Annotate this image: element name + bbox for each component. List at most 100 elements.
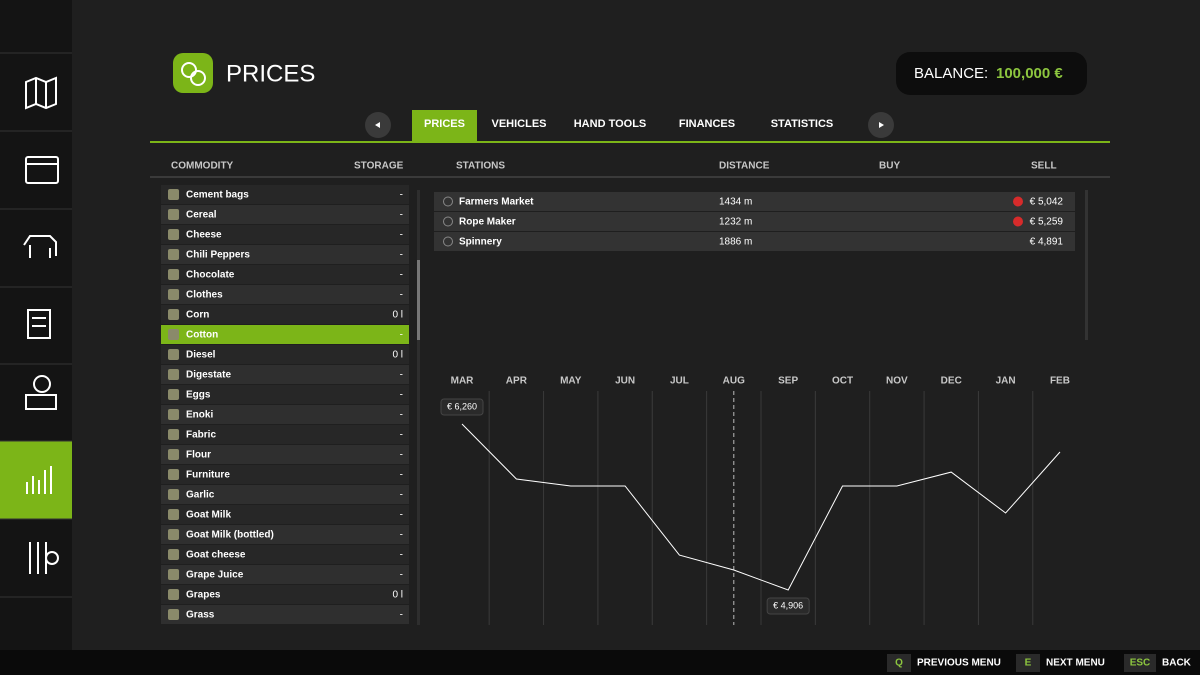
month-label: FEB [1050, 376, 1070, 387]
tab[interactable]: STATISTICS [771, 118, 834, 130]
commodity-icon [168, 369, 179, 380]
key[interactable]: Q [895, 658, 903, 669]
commodity-row[interactable] [161, 265, 409, 284]
commodity-row[interactable] [161, 385, 409, 404]
commodity-row[interactable] [161, 345, 409, 364]
station-row[interactable] [434, 212, 1075, 231]
month-label: MAY [560, 376, 582, 387]
commodity-name: Grass [186, 610, 215, 621]
tab[interactable]: VEHICLES [491, 118, 546, 130]
commodity-name: Goat Milk [186, 510, 231, 521]
commodity-icon [168, 389, 179, 400]
commodity-row[interactable] [161, 605, 409, 624]
commodity-name: Goat Milk (bottled) [186, 530, 274, 541]
commodity-row[interactable] [161, 305, 409, 324]
column-headers: COMMODITY STORAGE STATIONS DISTANCE BUY … [171, 161, 1057, 172]
commodity-storage: - [400, 550, 403, 561]
commodity-icon [168, 549, 179, 560]
month-label: NOV [886, 376, 908, 387]
commodity-row[interactable] [161, 485, 409, 504]
key[interactable]: ESC [1130, 658, 1151, 669]
commodity-row[interactable] [161, 545, 409, 564]
commodity-row[interactable] [161, 405, 409, 424]
col-header: SELL [1031, 161, 1057, 172]
commodity-row[interactable] [161, 465, 409, 484]
commodity-row[interactable] [161, 585, 409, 604]
key-cap[interactable] [1124, 654, 1156, 672]
commodity-storage: - [400, 510, 403, 521]
station-sell: € 5,259 [1030, 217, 1064, 228]
commodity-storage: - [400, 570, 403, 581]
commodity-row[interactable] [161, 505, 409, 524]
tab[interactable]: HAND TOOLS [574, 118, 647, 130]
station-row[interactable] [434, 192, 1075, 211]
station-sell: € 4,891 [1030, 237, 1064, 248]
commodity-storage: - [400, 470, 403, 481]
trend-down [1013, 216, 1023, 227]
commodity-row[interactable] [161, 225, 409, 244]
commodity-storage: - [400, 190, 403, 201]
commodity-name: Enoki [186, 410, 213, 421]
month-label: SEP [778, 376, 798, 387]
commodity-icon [168, 349, 179, 360]
tab[interactable]: PRICES [424, 118, 465, 130]
commodity-row[interactable] [161, 365, 409, 384]
commodity-row[interactable] [161, 325, 409, 344]
commodity-row[interactable] [161, 565, 409, 584]
commodity-name: Goat cheese [186, 550, 246, 561]
commodity-name: Garlic [186, 490, 215, 501]
commodity-icon [168, 589, 179, 600]
key-action[interactable]: PREVIOUS MENU [917, 658, 1001, 669]
commodity-storage: - [400, 410, 403, 421]
commodity-icon [168, 249, 179, 260]
commodity-icon [168, 269, 179, 280]
commodity-name: Grape Juice [186, 570, 244, 581]
scrollbar[interactable] [1085, 190, 1088, 340]
scroll-thumb[interactable] [417, 260, 420, 340]
commodity-icon [168, 449, 179, 460]
price-line [461, 423, 1061, 591]
commodity-icon [168, 509, 179, 520]
month-label: AUG [723, 376, 745, 387]
commodity-row[interactable] [161, 245, 409, 264]
commodity-name: Chocolate [186, 270, 235, 281]
key-cap[interactable] [1016, 654, 1040, 672]
station-name: Spinnery [459, 237, 502, 248]
station-row[interactable] [434, 232, 1075, 251]
month-label: JAN [996, 376, 1016, 387]
key-action[interactable]: NEXT MENU [1046, 658, 1105, 669]
key-cap[interactable] [887, 654, 911, 672]
active-tab[interactable] [412, 110, 477, 141]
commodity-name: Furniture [186, 470, 230, 481]
commodity-row[interactable] [161, 285, 409, 304]
col-header: COMMODITY [171, 161, 234, 172]
key[interactable]: E [1025, 658, 1032, 669]
station-sell: € 5,042 [1030, 197, 1064, 208]
col-header: STORAGE [354, 161, 404, 172]
sidebar-icons[interactable] [23, 76, 59, 574]
value-label: € 6,260 [447, 401, 477, 411]
commodity-name: Digestate [186, 370, 231, 381]
commodity-row[interactable] [161, 205, 409, 224]
commodity-icon [168, 429, 179, 440]
commodity-storage: - [400, 210, 403, 221]
commodity-row[interactable] [161, 185, 409, 204]
commodity-storage: 0 l [392, 310, 403, 321]
commodity-row[interactable] [161, 425, 409, 444]
tab[interactable]: FINANCES [679, 118, 735, 130]
key-action[interactable]: BACK [1162, 658, 1192, 669]
commodity-name: Cereal [186, 210, 217, 221]
station-name: Rope Maker [459, 217, 516, 228]
commodity-name: Fabric [186, 430, 216, 441]
scrollbar[interactable] [417, 190, 420, 625]
commodity-storage: - [400, 610, 403, 621]
commodity-icon [168, 329, 179, 340]
coin-icon [190, 70, 206, 86]
page-title: PRICES [226, 60, 315, 87]
commodity-name: Cement bags [186, 190, 249, 201]
commodity-storage: - [400, 390, 403, 401]
commodity-row[interactable] [161, 445, 409, 464]
station-icon [443, 236, 453, 247]
commodity-row[interactable] [161, 525, 409, 544]
